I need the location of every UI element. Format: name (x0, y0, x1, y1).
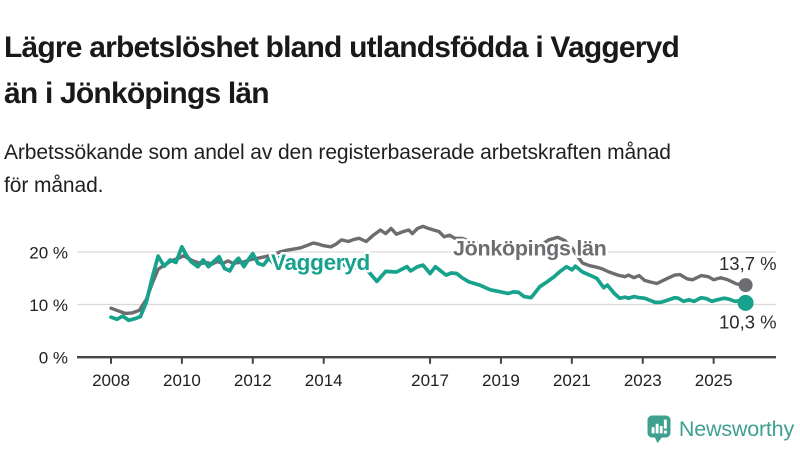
series-label: Jönköpings län (453, 237, 606, 261)
x-tick-label: 2010 (163, 371, 201, 390)
title-line-1: Lägre arbetslöshet bland utlandsfödda i … (4, 31, 680, 65)
series-end-dot-vaggeryd (737, 294, 754, 311)
newsworthy-brand: Newsworthy (647, 414, 794, 444)
x-tick-label: 2019 (482, 371, 520, 390)
y-tick-label: 0 % (39, 349, 68, 368)
x-tick-label: 2025 (695, 371, 733, 390)
title-line-2: än i Jönköpings län (4, 77, 270, 111)
x-tick-label: 2021 (553, 371, 591, 390)
newsworthy-logo-icon (647, 415, 671, 443)
line-chart: 0 % 10 % 20 % 2008 2010 2012 2014 2017 2019 2021 2… (0, 200, 800, 400)
x-tick-label: 2012 (234, 371, 272, 390)
x-tick-label: 2014 (305, 371, 343, 390)
line-chart-canvas: 0 % 10 % 20 % 2008 2010 2012 2014 2017 2019 2021 2… (29, 224, 777, 390)
chart-subtitle: Arbetssökande som andel av den registerb… (4, 136, 796, 202)
end-value-label: 13,7 % (719, 253, 777, 274)
x-tick-label: 2017 (411, 371, 449, 390)
x-tick-label: 2008 (92, 371, 130, 390)
newsworthy-logo-text: Newsworthy (678, 416, 794, 441)
subtitle-line-1: Arbetssökande som andel av den registerb… (4, 141, 671, 164)
series-end-dot-jonkopings-lan (738, 278, 753, 293)
series-label: Vaggeryd (271, 250, 370, 275)
end-value-label: 10,3 % (719, 311, 777, 332)
y-tick-label: 10 % (29, 296, 68, 315)
series-line-vaggeryd (109, 244, 748, 323)
x-tick-label: 2023 (624, 371, 662, 390)
subtitle-line-2: för månad. (4, 174, 104, 197)
page-title: Lägre arbetslöshet bland utlandsfödda i … (4, 25, 796, 117)
y-tick-label: 20 % (29, 244, 68, 263)
